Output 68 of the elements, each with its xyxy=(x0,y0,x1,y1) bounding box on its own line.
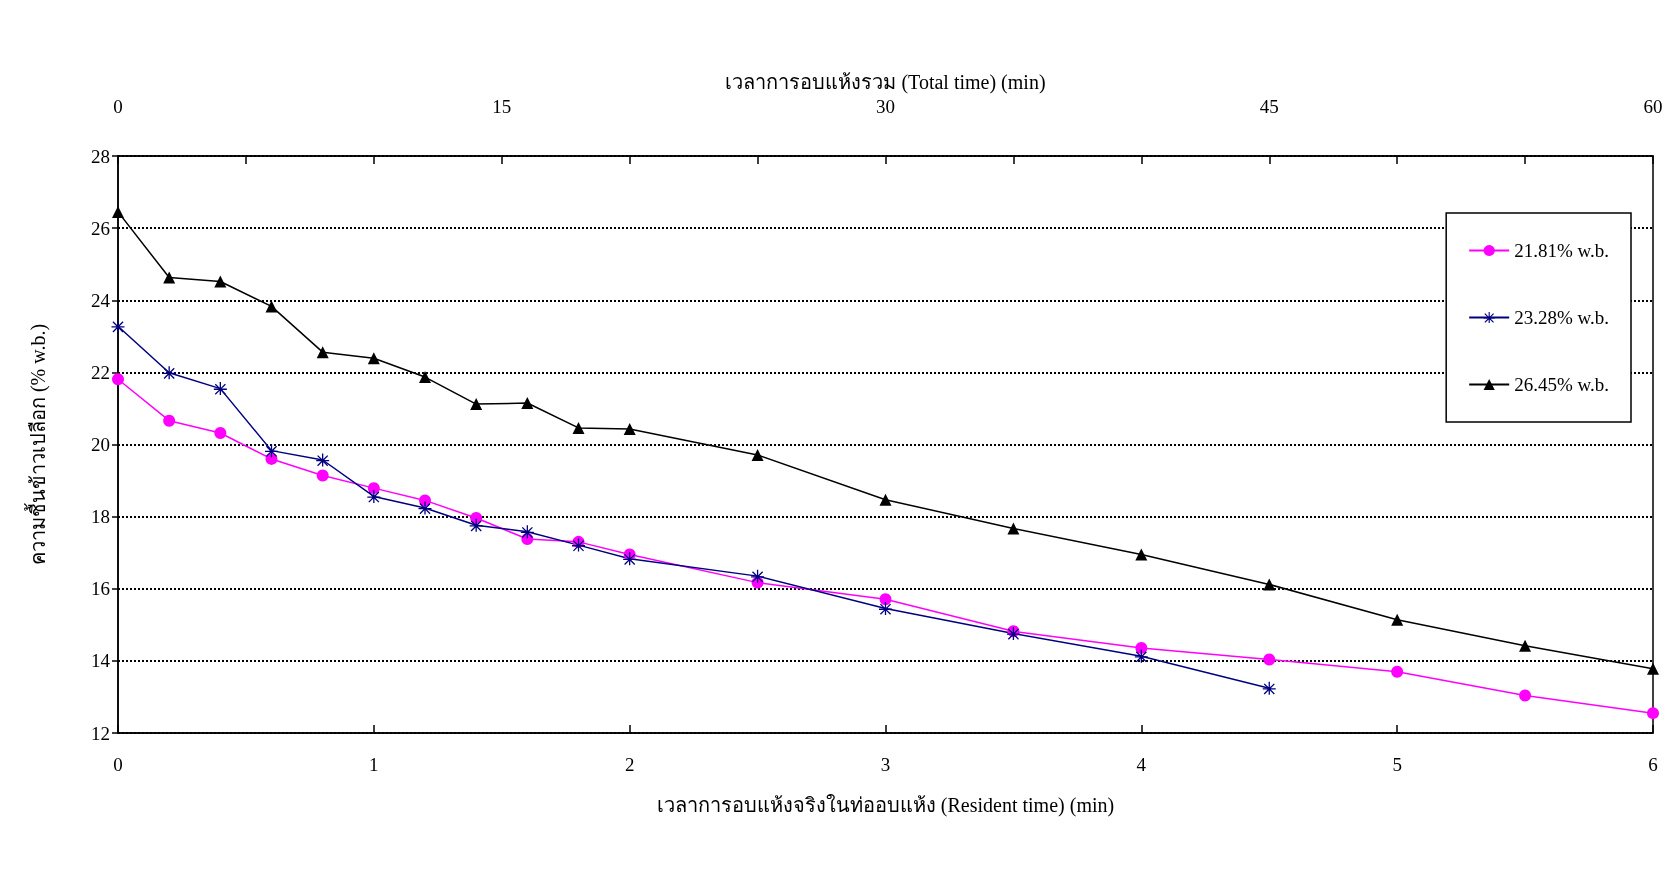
y-tick-label: 16 xyxy=(91,578,110,600)
point xyxy=(879,593,892,606)
point xyxy=(367,482,380,495)
point xyxy=(470,398,483,411)
x2-axis-title: เวลาการอบแห้งรวม (Total time) (min) xyxy=(725,71,1046,95)
point xyxy=(572,538,585,552)
x-axis-title: เวลาการอบแห้งจริงในท่ออบแห้ง (Resident time) (min) xyxy=(656,794,1115,817)
point xyxy=(163,414,176,427)
point xyxy=(419,371,431,384)
point xyxy=(469,518,483,532)
legend-label: 21.81% w.b. xyxy=(1514,240,1610,261)
point xyxy=(879,493,892,506)
point xyxy=(265,300,278,313)
point xyxy=(214,275,227,288)
x-tick-label: 5 xyxy=(1392,754,1402,775)
x-tick-label: 0 xyxy=(113,754,123,775)
y-tick-label: 18 xyxy=(91,506,110,528)
y-tick-label: 26 xyxy=(91,217,110,239)
point xyxy=(521,397,534,410)
point xyxy=(623,422,636,435)
point xyxy=(316,346,329,359)
y-tick-label: 24 xyxy=(91,289,111,311)
x-tick-label: 3 xyxy=(880,754,891,775)
point xyxy=(214,426,227,439)
point xyxy=(1263,653,1276,666)
point xyxy=(1263,578,1276,591)
point xyxy=(1007,522,1020,535)
y-tick-label: 14 xyxy=(91,650,111,672)
y-axis-title: ความชื้นข้าวเปลือก (% w.b.) xyxy=(24,323,50,566)
point xyxy=(751,448,764,461)
x-tick-label: 2 xyxy=(624,754,635,775)
x2-tick-label: 45 xyxy=(1259,96,1279,117)
point xyxy=(162,366,176,380)
point xyxy=(1135,548,1148,561)
point xyxy=(1262,681,1276,695)
y-tick-label: 20 xyxy=(91,434,110,455)
y-tick-label: 22 xyxy=(91,361,110,383)
point xyxy=(1135,641,1148,654)
point xyxy=(1391,613,1404,626)
point xyxy=(418,501,432,515)
point xyxy=(163,271,176,284)
point xyxy=(1391,665,1404,678)
point xyxy=(111,319,125,333)
point xyxy=(1647,662,1659,675)
x2-tick-label: 60 xyxy=(1643,96,1663,117)
x-tick-label: 6 xyxy=(1648,754,1658,775)
point xyxy=(112,373,124,386)
y-tick-label: 28 xyxy=(91,145,110,167)
point xyxy=(265,444,278,458)
point xyxy=(1519,689,1532,702)
point xyxy=(367,352,380,365)
point xyxy=(1134,649,1148,663)
legend-label: 26.45% w.b. xyxy=(1514,374,1610,395)
x2-tick-label: 15 xyxy=(492,96,512,117)
x2-tick-label: 30 xyxy=(876,96,895,117)
point xyxy=(367,489,381,503)
point xyxy=(879,602,892,616)
x2-tick-label: 0 xyxy=(113,96,123,117)
point xyxy=(1647,707,1659,720)
point xyxy=(1519,639,1532,652)
point xyxy=(751,569,765,583)
point xyxy=(572,421,585,434)
point xyxy=(623,552,637,566)
y-tick-label: 12 xyxy=(91,722,110,744)
legend-label: 23.28% w.b. xyxy=(1514,307,1610,328)
x-tick-label: 4 xyxy=(1136,754,1147,775)
point xyxy=(316,469,329,482)
x-tick-label: 1 xyxy=(369,754,379,775)
